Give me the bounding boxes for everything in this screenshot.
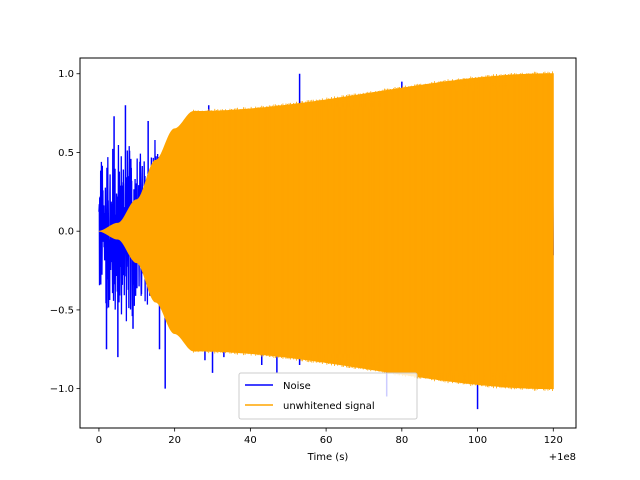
series-unwhitened-signal-area	[98, 73, 554, 390]
x-axis-label: Time (s)	[307, 452, 349, 463]
x-tick-label: 120	[544, 435, 563, 446]
y-tick-label: −1.0	[50, 384, 74, 395]
x-axis-offset-label: +1e8	[549, 452, 576, 463]
y-tick-label: −0.5	[50, 305, 74, 316]
y-tick-label: 0.5	[58, 148, 74, 159]
y-tick-label: 1.0	[58, 69, 74, 80]
legend-box	[238, 372, 418, 420]
x-tick-label: 100	[468, 435, 487, 446]
x-axis: 0 20 40 60 80 100 120	[96, 428, 563, 446]
x-tick-label: 80	[395, 435, 408, 446]
legend-label: Noise	[283, 381, 311, 392]
x-tick-label: 0	[96, 435, 102, 446]
series-unwhitened-signal-oscillation	[193, 71, 553, 391]
x-tick-label: 20	[168, 435, 181, 446]
legend-label: unwhitened signal	[283, 401, 375, 412]
y-tick-label: 0.0	[58, 227, 74, 238]
legend: Noise unwhitened signal	[238, 372, 418, 420]
y-axis: −1.0 −0.5 0.0 0.5 1.0	[50, 69, 80, 395]
plot-area	[98, 71, 554, 410]
axes-frame	[79, 57, 577, 429]
x-tick-label: 60	[320, 435, 333, 446]
x-tick-label: 40	[244, 435, 257, 446]
